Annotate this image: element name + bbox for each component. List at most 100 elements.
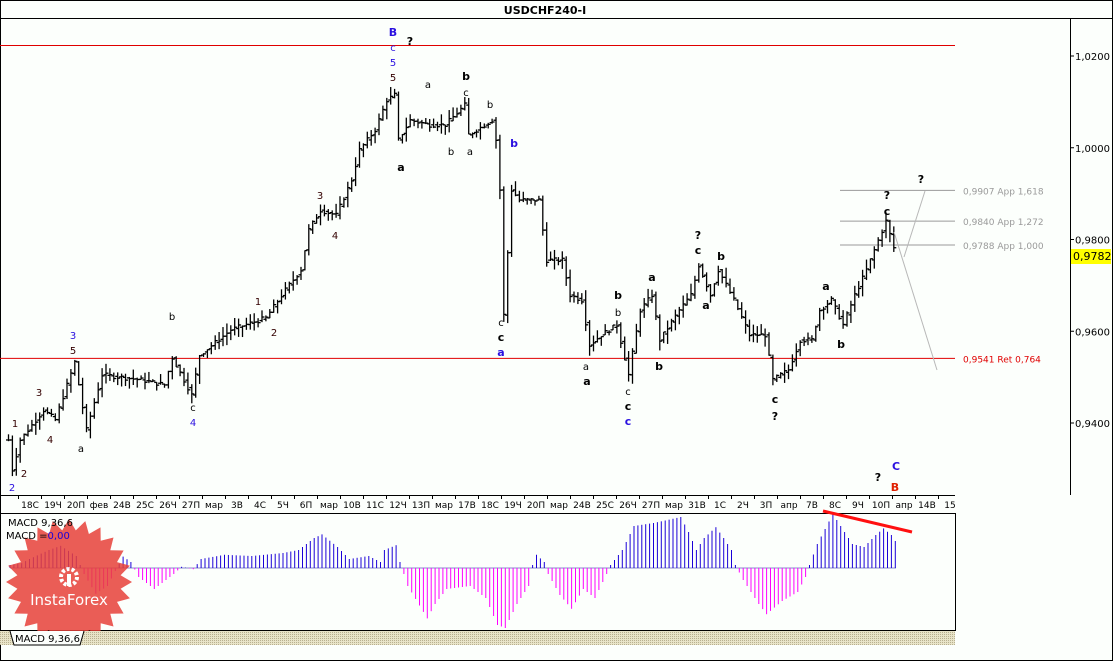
- price-bar: [544, 222, 550, 267]
- price-bar: [669, 318, 674, 332]
- macd-value-label: MACD =: [6, 531, 48, 542]
- price-bar: [60, 389, 66, 411]
- price-bar: [891, 226, 897, 252]
- price-bar: [462, 97, 468, 111]
- time-label: 18С: [21, 501, 39, 511]
- wave-label: c: [190, 403, 196, 414]
- price-bar: [154, 381, 160, 391]
- price-bar: [25, 424, 31, 437]
- time-label: 10В: [343, 501, 361, 511]
- price-bar: [832, 299, 838, 315]
- price-bar: [13, 447, 19, 476]
- price-bar: [403, 117, 409, 142]
- price-tick-label: 1,0200: [1075, 52, 1110, 63]
- time-label: 25С: [596, 501, 614, 511]
- price-bar: [844, 311, 850, 327]
- price-bar: [633, 323, 639, 354]
- price-bar: [279, 289, 284, 305]
- current-price-label: 0,9782: [1073, 250, 1112, 263]
- instaforex-logo: InstaForex: [6, 519, 132, 645]
- time-label: 25С: [136, 501, 154, 511]
- tab-macd[interactable]: MACD 9,36,6: [9, 630, 85, 646]
- time-label: 14В: [918, 501, 936, 511]
- price-bar: [637, 308, 643, 337]
- time-label: мар: [205, 501, 223, 511]
- wave-label: c: [498, 318, 504, 329]
- price-bar: [438, 114, 444, 134]
- wave-label: b: [487, 100, 493, 111]
- price-bar: [805, 332, 811, 346]
- price-bar: [185, 372, 191, 395]
- price-tick-label: 0,9600: [1075, 327, 1110, 338]
- price-bar: [481, 123, 487, 129]
- price-bar: [232, 317, 238, 336]
- price-bar: [774, 374, 780, 383]
- price-bar: [169, 356, 175, 380]
- price-bar: [263, 315, 269, 322]
- price-bar: [193, 367, 199, 398]
- price-bar: [567, 269, 573, 303]
- projection-line-down: [893, 231, 938, 371]
- price-bar: [641, 298, 647, 318]
- wave-label: c: [884, 205, 891, 218]
- wave-label: b: [510, 137, 518, 150]
- price-bar: [255, 318, 261, 328]
- price-bar: [325, 209, 331, 221]
- projection-line-up: [903, 190, 926, 258]
- price-bar: [84, 403, 89, 433]
- price-bar: [442, 124, 448, 135]
- price-bar: [212, 335, 218, 350]
- price-bar: [48, 408, 54, 417]
- price-tick-label: 0,9400: [1075, 419, 1110, 430]
- wave-label: 5: [390, 73, 396, 84]
- macd-title: MACD 9,36,6: [8, 518, 73, 529]
- price-bar: [446, 110, 452, 133]
- price-bar: [630, 348, 635, 384]
- wave-label: 1: [12, 419, 18, 430]
- time-label: 8С: [829, 501, 841, 511]
- wave-label: a: [78, 444, 84, 455]
- wave-label: b: [462, 70, 470, 83]
- wave-label: a: [822, 280, 829, 293]
- price-bar: [583, 290, 589, 332]
- price-bar: [99, 368, 105, 398]
- price-bar: [236, 318, 242, 337]
- price-bar: [825, 300, 830, 314]
- price-bar: [431, 118, 437, 129]
- time-label: 11С: [366, 501, 384, 511]
- price-bar: [887, 219, 893, 243]
- wave-label: 1: [255, 297, 261, 308]
- wave-label: b: [615, 308, 621, 319]
- time-label: апр: [895, 501, 912, 511]
- price-bar: [758, 324, 764, 336]
- price-bar: [606, 330, 612, 336]
- price-bar: [392, 88, 398, 99]
- price-bar: [282, 282, 288, 300]
- price-bar: [836, 304, 842, 320]
- wave-label: 2: [21, 469, 27, 480]
- wave-label: 4: [332, 231, 338, 242]
- price-bar: [587, 320, 593, 356]
- wave-label: c: [498, 331, 505, 344]
- price-bar: [337, 196, 343, 220]
- macd-histogram: [9, 514, 896, 628]
- time-axis: 18С 19Ч 20П фев 24В 25С 26Ч 27П мар 3В 4С 5Ч 6П мар 10…: [18, 495, 956, 511]
- time-label: 3П: [760, 501, 773, 511]
- level-label: 0,9541 Ret 0,764: [963, 355, 1041, 365]
- price-bar: [189, 384, 195, 404]
- time-label: мар: [550, 501, 568, 511]
- logo-text: InstaForex: [30, 591, 108, 609]
- time-label: 3В: [231, 501, 243, 511]
- wave-label: ?: [772, 410, 778, 423]
- price-bar: [474, 129, 479, 138]
- level-label: 0,9907 App 1,618: [963, 187, 1044, 197]
- time-label: 31В: [688, 501, 706, 511]
- price-bar: [591, 335, 596, 352]
- price-bar: [711, 283, 717, 297]
- price-bar: [766, 332, 772, 356]
- price-bar: [860, 269, 866, 297]
- price-bar: [778, 372, 784, 379]
- price-bar: [793, 343, 799, 367]
- indicator-tab-strip: [0, 631, 955, 645]
- price-bar: [298, 266, 304, 280]
